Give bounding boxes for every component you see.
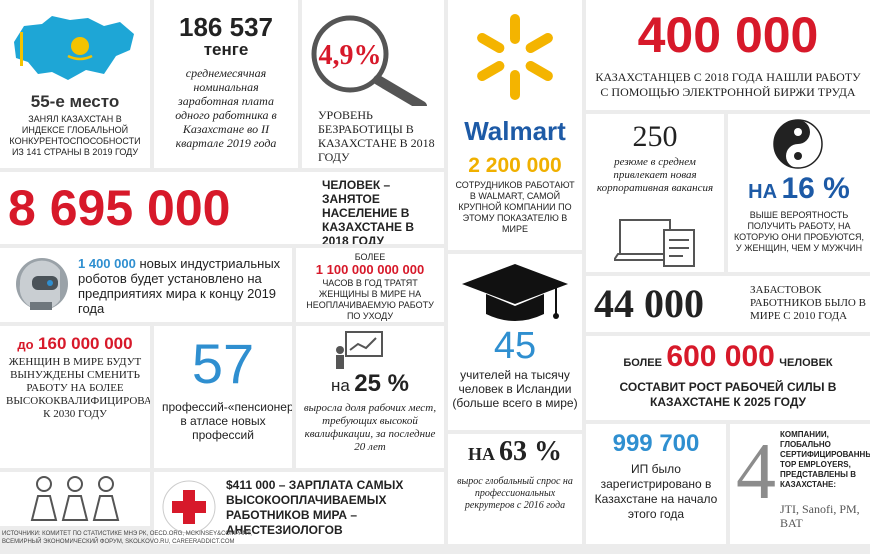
unemployment-tile: 4,9% уровень безработицы в Казахстане в … xyxy=(302,0,444,168)
workforce-text: составит рост рабочей силы в Казахстане … xyxy=(619,380,837,409)
teachers-tile: 45 учителей на тысячу человек в Исландии… xyxy=(448,254,582,430)
women-group-icon xyxy=(30,476,120,521)
employed-text: человек – занятое население в Казахстане… xyxy=(322,178,414,244)
top-employers-tile: 4 компании, глобально сертифицированные … xyxy=(730,424,870,544)
top-employers-companies: JTI, Sanofi, PM, BAT xyxy=(780,502,860,530)
ip-text: ИП было зарегистрировано в Казахстане на… xyxy=(594,462,718,521)
robot-head-icon xyxy=(16,258,68,310)
sources-footnote: Источники: Комитет по статистике МНЭ РК,… xyxy=(2,531,252,545)
salary-tile: 186 537 тенге среднемесячная номинальная… xyxy=(154,0,298,168)
strikes-text: забастовок работников было в мире с 2010… xyxy=(750,284,866,322)
recruiters-prefix: на xyxy=(468,444,495,464)
employed-value: 8 695 000 xyxy=(8,180,231,236)
magnifier-icon xyxy=(311,15,427,106)
workforce-tile: более 600 000 человек составит рост рабо… xyxy=(586,336,870,420)
walmart-spark-icon xyxy=(477,14,553,100)
women-advantage-tile: на 16 % выше вероятность получить работу… xyxy=(728,114,870,272)
women-advantage-prefix: на xyxy=(748,181,778,203)
exchange-value: 400 000 xyxy=(637,7,819,63)
recruiters-text: вырос глобальный спрос на профессиональн… xyxy=(457,476,573,511)
women-advantage-value: 16 % xyxy=(781,172,850,205)
walmart-text: сотрудников работают в Walmart, самой кр… xyxy=(455,180,575,234)
unpaid-hours-tile: более 1 100 000 000 000 часов в год трат… xyxy=(296,248,444,322)
recruiters-tile: на 63 % вырос глобальный спрос на профес… xyxy=(448,434,582,544)
walmart-logo: Walmart xyxy=(464,116,566,146)
presenter-chart-icon xyxy=(336,331,383,369)
workforce-suffix: человек xyxy=(779,357,833,369)
women-160-value-line: до 160 000 000 xyxy=(0,334,150,354)
salary-unit: тенге xyxy=(203,40,249,59)
laptop-document-icon xyxy=(614,219,695,267)
kazakhstan-flag-map-icon xyxy=(14,16,134,80)
pension-text: профессий-«пенсионеров» в атласе новых п… xyxy=(162,400,292,442)
salary-text: среднемесячная номинальная заработная пл… xyxy=(175,66,277,150)
teachers-text: учителей на тысячу человек в Исландии (б… xyxy=(452,368,578,410)
resume-value: 250 xyxy=(632,120,678,153)
employed-tile: 8 695 000 человек – занятое население в … xyxy=(0,172,444,244)
strikes-tile: 44 000 забастовок работников было в мире… xyxy=(586,276,870,332)
robots-tile: 1 400 000 новых индустриальных роботов б… xyxy=(0,248,292,322)
women-160-prefix: до xyxy=(17,337,34,352)
resume-tile: 250 резюме в среднем привлекает новая ко… xyxy=(586,114,724,272)
teachers-value: 45 xyxy=(493,325,537,367)
women-160-tile: до 160 000 000 женщин в мире будут вынуж… xyxy=(0,326,150,468)
unpaid-hours-text: часов в год тратят женщины в мире на нео… xyxy=(306,278,434,321)
robots-value: 1 400 000 xyxy=(78,256,136,271)
unemployment-value: 4,9% xyxy=(318,40,382,71)
workforce-value: 600 000 xyxy=(666,340,775,373)
unpaid-hours-value: 1 100 000 000 000 xyxy=(315,262,425,277)
strikes-value: 44 000 xyxy=(594,281,704,326)
ip-value: 999 700 xyxy=(612,430,700,457)
top-employers-value: 4 xyxy=(736,428,776,516)
robots-text-block: 1 400 000 новых индустриальных роботов б… xyxy=(78,256,288,316)
women-160-value: 160 000 000 xyxy=(38,334,133,353)
anesth-text: $411 000 – зарплата самых высокооплачива… xyxy=(226,478,404,537)
salary-value: 186 537 xyxy=(179,12,273,42)
highskill-value-line: на 25 % xyxy=(296,370,444,398)
highskill-prefix: на xyxy=(331,376,350,395)
walmart-value: 2 200 000 xyxy=(468,154,562,177)
yin-yang-icon xyxy=(773,119,823,169)
highskill-text: выросла доля рабочих мест, требующих выс… xyxy=(303,402,437,453)
women-advantage-value-line: на 16 % xyxy=(728,172,870,206)
women-advantage-text: выше вероятность получить работу, на кот… xyxy=(733,210,865,253)
recruiters-value: 63 % xyxy=(499,436,562,467)
resume-text: резюме в среднем привлекает новая корпор… xyxy=(596,156,714,194)
workforce-value-line: более 600 000 человек xyxy=(586,340,870,374)
pension-value: 57 xyxy=(191,332,255,395)
women-160-text: женщин в мире будут вынуждены сменить ра… xyxy=(6,356,150,420)
robots-text: новых индустриальных роботов будет устан… xyxy=(78,256,281,316)
graduation-cap-icon xyxy=(462,264,568,321)
exchange-tile: 400 000 казахстанцев с 2018 года нашли р… xyxy=(586,0,870,110)
unpaid-hours-prefix: более xyxy=(354,252,386,262)
highskill-value: 25 % xyxy=(354,370,409,397)
exchange-text: казахстанцев с 2018 года нашли работу с … xyxy=(595,70,861,99)
unemployment-text: уровень безработицы в Казахстане в 2018 … xyxy=(318,108,435,164)
recruiters-value-line: на 63 % xyxy=(448,436,582,468)
women-icon-tile xyxy=(0,472,150,526)
ip-tile: 999 700 ИП было зарегистрировано в Казах… xyxy=(586,424,726,544)
workforce-prefix: более xyxy=(623,357,662,369)
kz-rank-value: 55-е место xyxy=(30,92,120,111)
pension-tile: 57 профессий-«пенсионеров» в атласе новы… xyxy=(154,326,292,468)
kz-rank-tile: 55-е место занял Казахстан в индексе гло… xyxy=(0,0,150,168)
highskill-tile: на 25 % выросла доля рабочих мест, требу… xyxy=(296,326,444,468)
walmart-tile: Walmart 2 200 000 сотрудников работают в… xyxy=(448,0,582,250)
kz-rank-text: занял Казахстан в индексе глобальной кон… xyxy=(9,114,141,157)
anesth-tile: $411 000 – зарплата самых высокооплачива… xyxy=(154,472,444,544)
medical-cross-icon xyxy=(162,480,216,534)
top-employers-text: компании, глобально сертифицированные To… xyxy=(780,430,870,489)
